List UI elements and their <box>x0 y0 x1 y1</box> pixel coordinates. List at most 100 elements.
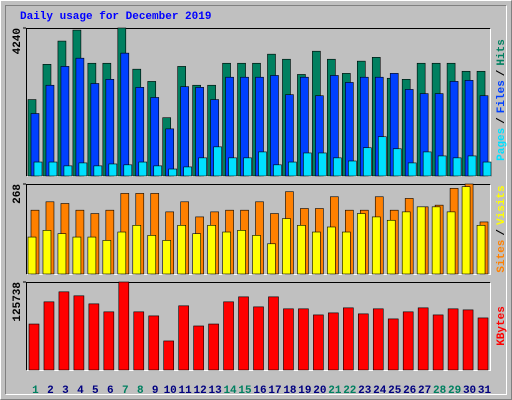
bar <box>153 165 163 177</box>
bar <box>416 206 426 275</box>
legend: Sites / Visits <box>496 185 508 272</box>
bar <box>180 86 189 177</box>
bar <box>103 311 115 371</box>
bar <box>105 79 115 177</box>
bar <box>327 226 336 275</box>
bar <box>477 317 489 371</box>
legend-separator: / <box>496 117 508 124</box>
bar <box>461 186 471 275</box>
bar <box>183 166 192 177</box>
bar <box>446 211 456 275</box>
bar <box>268 296 279 371</box>
x-tick-label: 9 <box>152 385 159 397</box>
bar <box>78 162 88 177</box>
bar <box>93 165 103 177</box>
x-tick-label: 23 <box>358 385 372 397</box>
bar <box>48 161 58 177</box>
bar <box>150 97 160 177</box>
bar <box>90 83 100 177</box>
bar <box>192 233 201 275</box>
x-tick-label: 30 <box>463 385 476 397</box>
y-tick-label: 125738 <box>12 282 24 322</box>
bar <box>228 157 237 177</box>
bar <box>120 52 130 177</box>
x-tick-label: 24 <box>373 385 387 397</box>
legend-entry: Hits <box>496 39 508 65</box>
bar <box>270 75 279 177</box>
x-tick-label: 13 <box>208 385 222 397</box>
legend-entry: Files <box>496 80 508 113</box>
x-tick-label: 16 <box>253 385 266 397</box>
bar <box>437 155 447 177</box>
bar <box>27 236 37 275</box>
bar <box>297 225 306 275</box>
bar <box>87 236 97 275</box>
bar <box>303 152 312 177</box>
plot-border-dark <box>26 28 491 177</box>
bar <box>482 161 492 177</box>
legend: Pages / Files / Hits <box>496 39 508 161</box>
x-tick-label: 27 <box>418 385 431 397</box>
bar <box>282 218 291 275</box>
bar <box>132 225 142 275</box>
bar <box>476 225 486 275</box>
bar <box>431 206 441 275</box>
bar <box>328 312 339 371</box>
x-tick-label: 28 <box>433 385 447 397</box>
bar <box>452 157 462 177</box>
x-tick-label: 21 <box>328 385 342 397</box>
legend-separator: / <box>496 69 508 76</box>
bar <box>422 151 432 177</box>
bar <box>33 161 43 177</box>
bar <box>147 235 157 275</box>
legend-entry: KBytes <box>496 306 508 346</box>
x-tick-label: 31 <box>478 385 492 397</box>
bar <box>58 291 70 371</box>
bar <box>342 231 351 275</box>
bar <box>333 157 342 177</box>
x-tick-label: 20 <box>313 385 326 397</box>
bar <box>168 168 178 177</box>
plot-border-light <box>26 184 491 275</box>
bar <box>462 309 474 371</box>
plot-border-light <box>26 28 491 177</box>
bar <box>467 155 477 177</box>
x-tick-label: 26 <box>403 385 416 397</box>
bar <box>117 231 127 275</box>
x-tick-label: 2 <box>47 385 54 397</box>
x-tick-label: 25 <box>388 385 402 397</box>
bar <box>207 225 216 275</box>
bar <box>447 308 459 371</box>
x-tick-label: 17 <box>268 385 281 397</box>
plot-border-dark <box>26 184 491 275</box>
x-tick-label: 7 <box>122 385 129 397</box>
x-tick-label: 19 <box>298 385 311 397</box>
bar <box>178 305 189 371</box>
bar <box>267 243 276 275</box>
x-tick-label: 5 <box>92 385 99 397</box>
bar <box>313 314 324 371</box>
bar <box>198 157 207 177</box>
bar <box>73 295 85 371</box>
bar <box>377 136 387 177</box>
x-tick-label: 10 <box>164 385 177 397</box>
bar <box>163 340 175 371</box>
bar <box>348 160 357 177</box>
plot-border-dark <box>26 282 491 371</box>
bar <box>222 231 231 275</box>
plot-border-light <box>26 282 491 371</box>
legend-entry: Visits <box>496 185 508 225</box>
bar <box>318 152 327 177</box>
bar <box>162 240 172 275</box>
bar <box>273 164 282 177</box>
x-tick-label: 29 <box>448 385 461 397</box>
bar <box>371 216 381 275</box>
x-tick-label: 8 <box>137 385 144 397</box>
bar <box>63 165 73 177</box>
bar <box>43 301 55 371</box>
bar <box>386 219 396 275</box>
bar <box>223 301 234 371</box>
bar <box>432 314 444 371</box>
bar <box>213 146 222 177</box>
x-tick-label: 12 <box>194 385 207 397</box>
